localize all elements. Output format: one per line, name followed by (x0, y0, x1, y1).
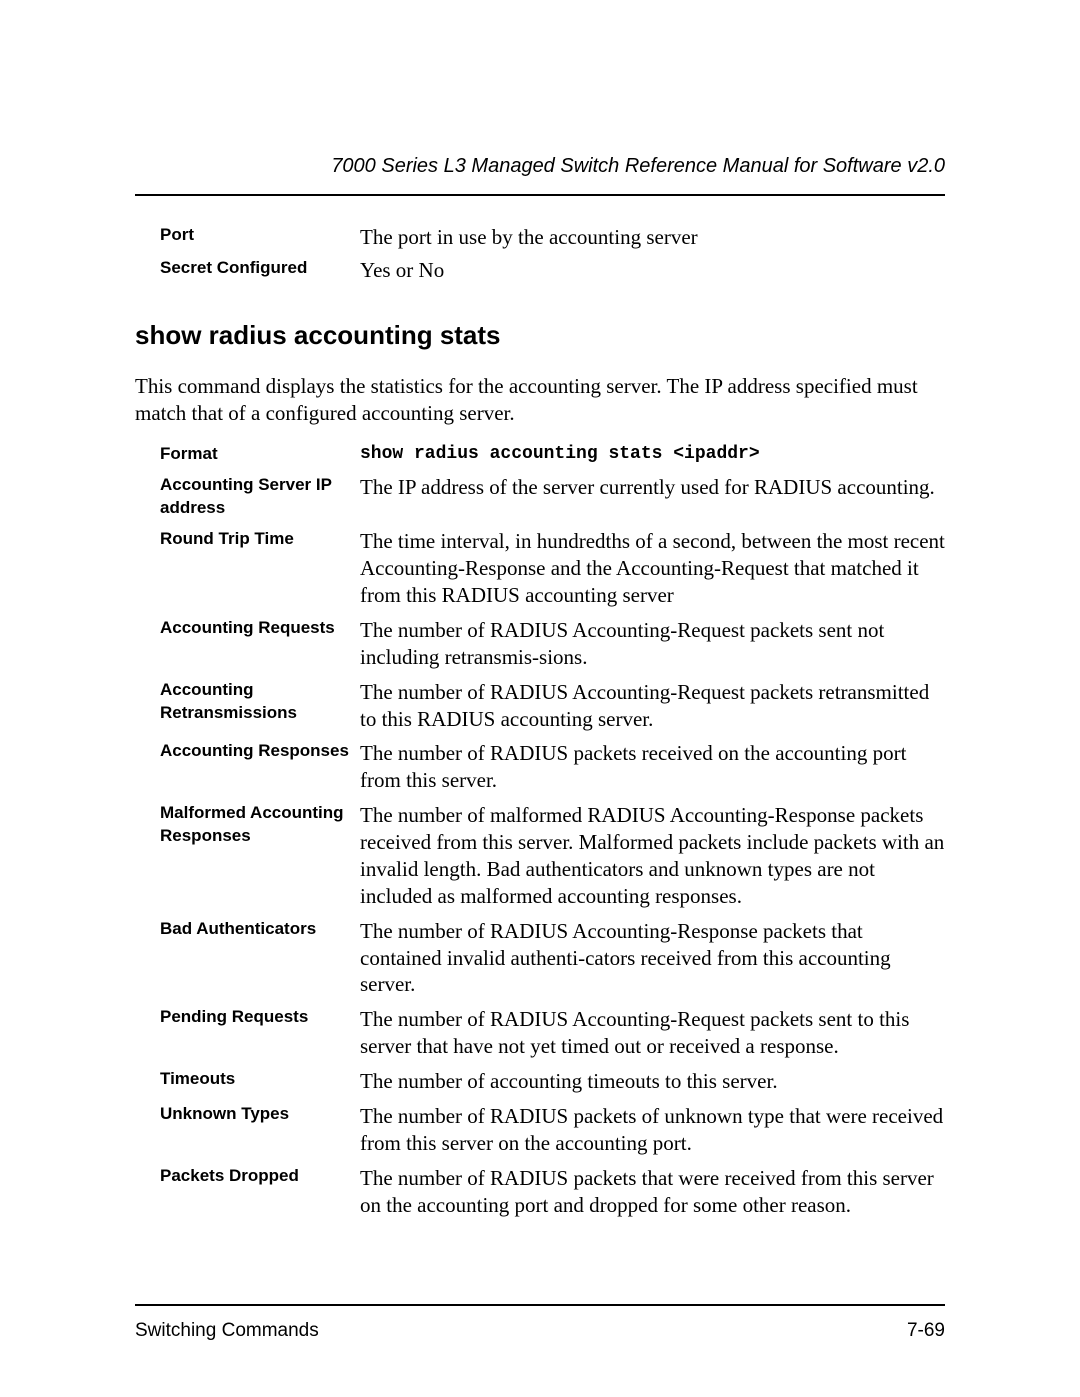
def-value: The IP address of the server currently u… (360, 474, 945, 501)
footer-line: Switching Commands 7-69 (135, 1320, 945, 1342)
def-value: The number of RADIUS Accounting-Request … (360, 1006, 945, 1060)
def-value: Yes or No (360, 257, 945, 284)
footer: Switching Commands 7-69 (135, 1304, 945, 1342)
def-label: Accounting Server IP address (160, 474, 360, 520)
def-row-unknown: Unknown Types The number of RADIUS packe… (160, 1103, 945, 1157)
def-value: The number of RADIUS packets of unknown … (360, 1103, 945, 1157)
def-row-timeouts: Timeouts The number of accounting timeou… (160, 1068, 945, 1095)
def-label: Packets Dropped (160, 1165, 360, 1188)
def-row-rtt: Round Trip Time The time interval, in hu… (160, 528, 945, 609)
section-intro: This command displays the statistics for… (135, 373, 945, 428)
def-value: The number of RADIUS Accounting-Request … (360, 679, 945, 733)
def-label: Malformed Accounting Responses (160, 802, 360, 848)
def-row-bad-auth: Bad Authenticators The number of RADIUS … (160, 918, 945, 999)
def-label: Accounting Requests (160, 617, 360, 640)
def-label: Bad Authenticators (160, 918, 360, 941)
def-label: Format (160, 443, 360, 466)
definition-list: Format show radius accounting stats <ipa… (135, 443, 945, 1218)
header-rule (135, 194, 945, 196)
def-row-ip: Accounting Server IP address The IP addr… (160, 474, 945, 520)
def-label: Round Trip Time (160, 528, 360, 551)
def-row-pending: Pending Requests The number of RADIUS Ac… (160, 1006, 945, 1060)
def-value: The number of RADIUS packets received on… (360, 740, 945, 794)
def-value: The port in use by the accounting server (360, 224, 945, 251)
def-value: The number of RADIUS packets that were r… (360, 1165, 945, 1219)
def-label: Secret Configured (160, 257, 360, 284)
def-row-responses: Accounting Responses The number of RADIU… (160, 740, 945, 794)
def-value-code: show radius accounting stats <ipaddr> (360, 443, 945, 466)
def-label: Pending Requests (160, 1006, 360, 1029)
def-label: Unknown Types (160, 1103, 360, 1126)
def-label: Accounting Retransmissions (160, 679, 360, 725)
def-value: The number of RADIUS Accounting-Response… (360, 918, 945, 999)
def-label: Timeouts (160, 1068, 360, 1091)
def-row-port: Port The port in use by the accounting s… (160, 224, 945, 251)
def-row-format: Format show radius accounting stats <ipa… (160, 443, 945, 466)
def-value: The number of accounting timeouts to thi… (360, 1068, 945, 1095)
page: 7000 Series L3 Managed Switch Reference … (0, 0, 1080, 1397)
def-value: The number of malformed RADIUS Accountin… (360, 802, 945, 910)
def-row-requests: Accounting Requests The number of RADIUS… (160, 617, 945, 671)
def-value: The number of RADIUS Accounting-Request … (360, 617, 945, 671)
def-value: The time interval, in hundredths of a se… (360, 528, 945, 609)
section-title: show radius accounting stats (135, 320, 945, 351)
footer-rule (135, 1304, 945, 1306)
footer-left: Switching Commands (135, 1320, 319, 1342)
def-label: Accounting Responses (160, 740, 360, 763)
def-row-dropped: Packets Dropped The number of RADIUS pac… (160, 1165, 945, 1219)
def-row-retransmissions: Accounting Retransmissions The number of… (160, 679, 945, 733)
footer-right: 7-69 (907, 1320, 945, 1342)
def-row-malformed: Malformed Accounting Responses The numbe… (160, 802, 945, 910)
top-definitions: Port The port in use by the accounting s… (135, 224, 945, 284)
def-label: Port (160, 224, 360, 251)
def-row-secret: Secret Configured Yes or No (160, 257, 945, 284)
running-head: 7000 Series L3 Managed Switch Reference … (135, 155, 945, 178)
